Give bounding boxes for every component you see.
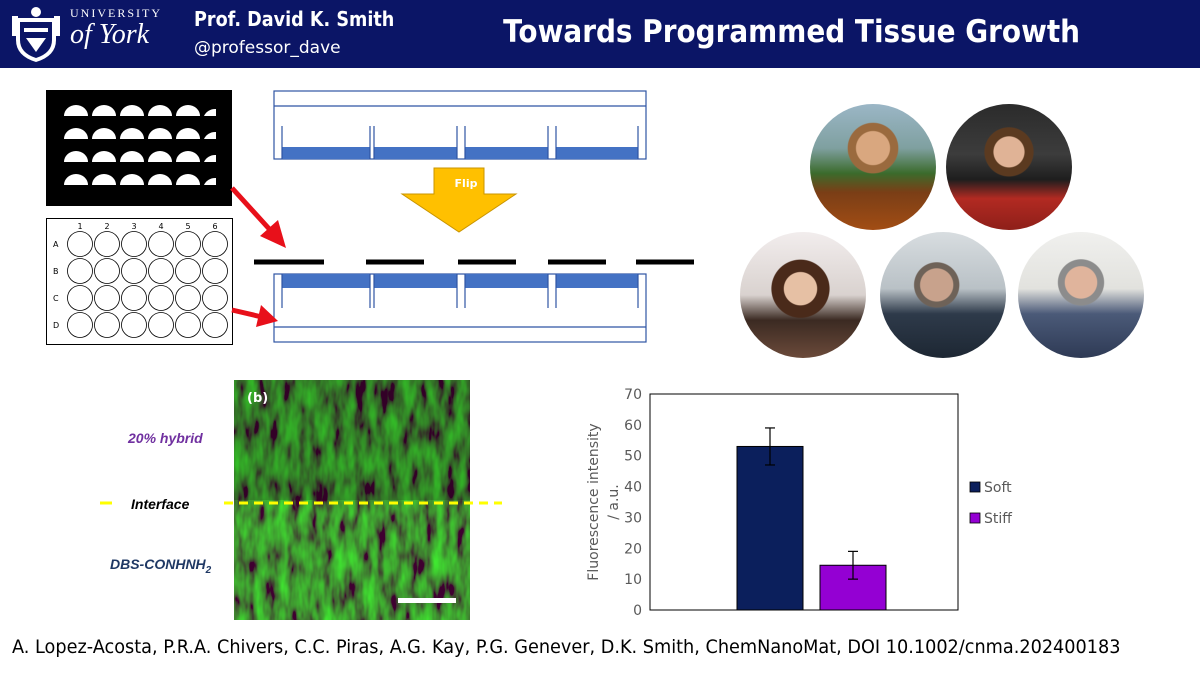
plate-row-label: C — [53, 294, 59, 303]
university-big-text: of York — [70, 19, 150, 50]
plate-col-label: 6 — [212, 222, 217, 231]
flip-arrow-icon: Flip — [400, 167, 518, 233]
person-photo-5 — [1018, 232, 1144, 358]
gel-label-main: DBS-CONHNH — [110, 556, 206, 572]
y-tick-label: 0 — [633, 603, 642, 619]
plate-col-label: 4 — [158, 222, 163, 231]
plate-col-label: 5 — [185, 222, 190, 231]
y-axis-label: Fluorescence intensity — [586, 423, 602, 580]
legend-swatch — [969, 512, 981, 524]
scale-bar — [398, 598, 456, 603]
plate-row-label: B — [53, 267, 59, 276]
red-arrow-icon — [231, 305, 278, 327]
legend-label: Soft — [984, 480, 1012, 496]
author-handle: @professor_dave — [194, 38, 341, 58]
university-small-text: UNIVERSITY — [70, 6, 162, 20]
y-tick-label: 70 — [624, 387, 642, 403]
plate-row-label: A — [53, 240, 59, 249]
well-plate-diagram: 1 2 3 4 5 6 A B C D — [46, 218, 233, 345]
y-tick-label: 30 — [624, 510, 642, 526]
person-photo-3 — [740, 232, 866, 358]
legend-swatch — [969, 481, 981, 493]
university-logo: UNIVERSITY of York — [70, 6, 162, 51]
bar-soft — [736, 445, 804, 611]
y-tick-label: 10 — [624, 572, 642, 588]
plate-row-label: D — [53, 321, 59, 330]
person-photo-4 — [880, 232, 1006, 358]
legend-label: Stiff — [984, 511, 1012, 527]
top-tray — [273, 90, 647, 160]
fluorescence-micrograph: (b) — [100, 380, 502, 620]
person-photo-1 — [810, 104, 936, 230]
y-tick-label: 20 — [624, 541, 642, 557]
y-tick-label: 60 — [624, 418, 642, 434]
plate-col-label: 2 — [104, 222, 109, 231]
person-photo-2 — [946, 104, 1072, 230]
fluorescence-bar-chart: 0 10 20 30 40 50 60 70 Fluorescence intensity /… — [586, 387, 1012, 619]
plate-col-label: 1 — [77, 222, 82, 231]
citation: A. Lopez-Acosta, P.R.A. Chivers, C.C. Pi… — [12, 636, 1121, 658]
slide-title: Towards Programmed Tissue Growth — [503, 14, 1080, 50]
plot-area — [649, 393, 959, 611]
red-arrow-icon — [230, 186, 286, 248]
bottom-tray — [273, 273, 647, 343]
panel-label: (b) — [247, 391, 268, 406]
gel-label: DBS-CONHNH2 — [110, 556, 211, 576]
hybrid-label: 20% hybrid — [128, 430, 203, 446]
flip-label: Flip — [455, 177, 478, 190]
author-name: Prof. David K. Smith — [194, 7, 395, 31]
y-tick-label: 50 — [624, 449, 642, 465]
header-bar: UNIVERSITY of York Prof. David K. Smith … — [0, 0, 1200, 68]
well-plate-photo — [46, 90, 232, 206]
error-bar — [765, 427, 775, 466]
interface-label: Interface — [131, 496, 190, 512]
flip-schematic: Flip — [230, 90, 694, 343]
y-tick-label: 40 — [624, 480, 642, 496]
university-crest-icon — [12, 7, 60, 62]
gel-label-subscript: 2 — [205, 564, 212, 576]
y-axis-label-units: / a.u. — [606, 484, 622, 520]
error-bar — [848, 550, 858, 580]
plate-col-label: 3 — [131, 222, 136, 231]
